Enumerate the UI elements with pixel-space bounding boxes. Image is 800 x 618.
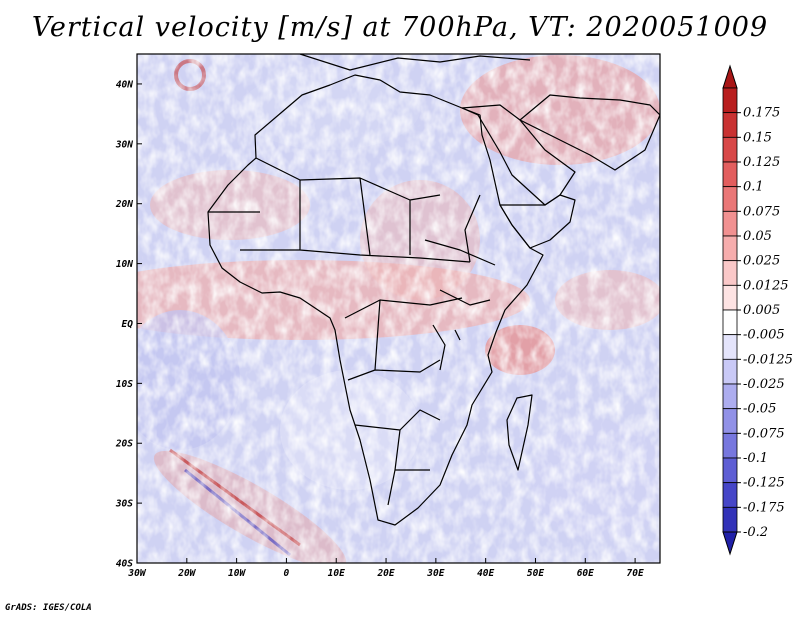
colorbar-top-arrow — [722, 64, 738, 89]
colorbar-swatch — [722, 334, 738, 360]
y-tick-label: 30N — [115, 139, 133, 150]
colorbar-label: 0.005 — [743, 303, 780, 318]
y-tick-label: 20S — [115, 439, 133, 450]
y-tick-label: 10S — [116, 379, 133, 390]
colorbar-swatch — [722, 186, 738, 212]
colorbar-label: 0.05 — [743, 229, 772, 244]
colorbar-swatch — [722, 210, 738, 237]
grads-credit: GrADS: IGES/COLA — [5, 603, 92, 613]
y-axis: 40N 30N 20N 10N EQ 10S 20S 30S 40S — [115, 79, 142, 570]
y-tick-label: EQ — [122, 319, 134, 330]
colorbar-swatch — [722, 309, 738, 336]
colorbar: 0.175 0.15 0.125 0.1 0.075 0.05 0.025 0.0125 0.0… — [722, 64, 793, 556]
coastlines — [207, 54, 660, 526]
x-tick-label: 0 — [284, 568, 290, 579]
colorbar-swatch — [722, 235, 738, 262]
x-tick-label: 10E — [328, 568, 345, 579]
colorbar-swatch — [722, 383, 738, 410]
colorbar-swatch — [722, 112, 738, 138]
colorbar-swatch — [722, 284, 738, 311]
y-tick-label: 40S — [116, 559, 133, 570]
y-tick-label: 10N — [116, 259, 133, 270]
colorbar-label: 0.1 — [743, 180, 764, 195]
colorbar-swatch — [722, 482, 738, 508]
colorbar-swatch — [722, 136, 738, 163]
colorbar-label: 0.0125 — [743, 278, 789, 293]
x-tick-label: 30W — [127, 568, 146, 579]
colorbar-swatch — [722, 408, 738, 434]
colorbar-label: 0.075 — [743, 204, 780, 219]
x-tick-label: 40E — [477, 568, 494, 579]
colorbar-swatch — [722, 506, 738, 533]
colorbar-label: -0.025 — [743, 377, 785, 392]
colorbar-bottom-arrow — [722, 531, 738, 556]
colorbar-label: -0.175 — [743, 500, 785, 515]
colorbar-swatch — [722, 260, 738, 286]
x-tick-label: 70E — [627, 568, 644, 579]
y-tick-label: 30S — [115, 499, 133, 510]
x-tick-label: 10W — [228, 568, 246, 579]
colorbar-label: -0.2 — [743, 525, 768, 540]
colorbar-label: -0.075 — [743, 426, 785, 441]
x-tick-label: 20E — [376, 568, 394, 579]
map-title: Vertical velocity [m/s] at 700hPa, VT: 2… — [31, 12, 769, 43]
x-tick-label: 30E — [426, 568, 444, 579]
x-axis: 30W 20W 10W 0 10E 20E 30E 40E 50E 60E 70E — [127, 558, 644, 579]
colorbar-label: 0.025 — [743, 254, 780, 269]
x-tick-label: 50E — [527, 568, 544, 579]
colorbar-label: -0.1 — [743, 451, 768, 466]
x-tick-label: 20W — [177, 568, 196, 579]
colorbar-swatch — [722, 87, 738, 114]
y-tick-label: 20N — [115, 199, 133, 210]
plot-frame — [136, 53, 661, 564]
colorbar-swatch — [722, 358, 738, 385]
colorbar-label: -0.005 — [743, 328, 785, 343]
colorbar-label: 0.15 — [743, 130, 772, 145]
colorbar-swatch — [722, 432, 738, 459]
y-tick-label: 40N — [116, 79, 133, 90]
velocity-field — [137, 54, 660, 563]
colorbar-swatch — [722, 457, 738, 484]
colorbar-swatch — [722, 161, 738, 188]
x-tick-label: 60E — [577, 568, 594, 579]
colorbar-label: -0.05 — [743, 402, 776, 417]
colorbar-label: 0.175 — [743, 106, 780, 121]
colorbar-label: 0.125 — [743, 155, 780, 170]
colorbar-label: -0.125 — [743, 476, 785, 491]
colorbar-label: -0.0125 — [743, 352, 793, 367]
